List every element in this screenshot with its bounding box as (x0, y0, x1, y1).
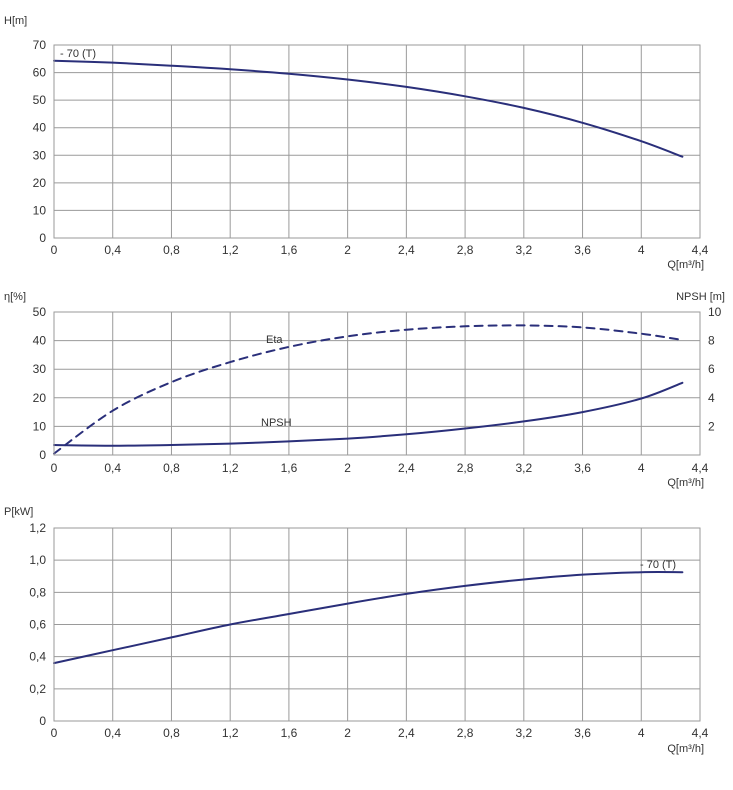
y-tick-label: 70 (33, 38, 47, 52)
y2-axis-label: NPSH [m] (676, 291, 725, 303)
y2-tick-label: 4 (708, 391, 715, 405)
x-tick-label: 0,8 (163, 243, 180, 257)
x-tick-label: 4 (638, 461, 645, 475)
series-label: NPSH (261, 417, 292, 429)
y-axis-label: P[kW] (4, 506, 33, 518)
y-tick-label: 0,6 (29, 618, 46, 632)
chart-panel-3: 0 0,4 0,8 1,2 1,6 2 2,4 2,8 3,2 3,6 4 4,4 0 0,2 0,4 0,6… (4, 506, 709, 755)
x-tick-label: 3,2 (515, 243, 532, 257)
y-tick-label: 10 (33, 203, 47, 217)
y-tick-label: 0 (39, 448, 46, 462)
y2-tick-label: 10 (708, 305, 722, 319)
x-tick-label: 1,6 (281, 726, 298, 740)
x-tick-label: 1,2 (222, 461, 239, 475)
x-tick-label: 4,4 (692, 243, 709, 257)
x-tick-label: 0 (51, 726, 58, 740)
chart-panel-1: 0 0,4 0,8 1,2 1,6 2 2,4 2,8 3,2 3,6 4 4,4 0 10 20 30 40 5… (4, 15, 709, 271)
y-tick-label: 0 (39, 231, 46, 245)
y-axis-label: H[m] (4, 15, 27, 27)
x-tick-label: 2,8 (457, 726, 474, 740)
series-line-eta (53, 324, 684, 455)
y-tick-label: 30 (33, 148, 47, 162)
x-tick-label: 2,8 (457, 243, 474, 257)
x-tick-label: 2 (344, 461, 351, 475)
x-tick-label: 4 (638, 726, 645, 740)
x-tick-label: 3,6 (574, 243, 591, 257)
x-tick-label: 2,4 (398, 461, 415, 475)
x-axis-label: Q[m³/h] (667, 477, 704, 489)
x-axis-label: Q[m³/h] (667, 259, 704, 271)
x-tick-label: 2,4 (398, 243, 415, 257)
x-tick-label: 3,6 (574, 726, 591, 740)
x-tick-label: 2 (344, 243, 351, 257)
y-tick-label: 60 (33, 66, 47, 80)
x-tick-label: 0,8 (163, 461, 180, 475)
y-axis-label: η[%] (4, 291, 26, 303)
y-tick-label: 0,4 (29, 650, 46, 664)
y-tick-label: 0,8 (29, 585, 46, 599)
y-tick-label: 40 (33, 334, 47, 348)
y-tick-label: 1,0 (29, 553, 46, 567)
y-tick-label: 50 (33, 305, 47, 319)
y2-tick-label: 2 (708, 419, 715, 433)
x-tick-label: 0,4 (104, 726, 121, 740)
y-tick-label: 20 (33, 176, 47, 190)
x-tick-label: 1,6 (281, 243, 298, 257)
x-tick-label: 2 (344, 726, 351, 740)
series-label: - 70 (T) (60, 48, 96, 60)
x-tick-label: 0 (51, 243, 58, 257)
series-line-npsh (53, 381, 684, 447)
y-tick-label: 1,2 (29, 521, 46, 535)
x-tick-label: 4,4 (692, 461, 709, 475)
plot-frame (53, 44, 701, 239)
plot-frame (53, 527, 701, 722)
x-tick-label: 4 (638, 243, 645, 257)
chart-panel-2: 0 0,4 0,8 1,2 1,6 2 2,4 2,8 3,2 3,6 4 4,4 0 10 20 30 40 5… (4, 291, 725, 489)
series-line-70-t- (53, 59, 684, 158)
x-axis-label: Q[m³/h] (667, 743, 704, 755)
y2-tick-label: 8 (708, 334, 715, 348)
x-tick-label: 1,6 (281, 461, 298, 475)
x-tick-label: 0,8 (163, 726, 180, 740)
x-tick-label: 3,2 (515, 461, 532, 475)
y-tick-label: 30 (33, 362, 47, 376)
plot-frame (53, 311, 701, 456)
y2-tick-label: 6 (708, 362, 715, 376)
y-tick-label: 40 (33, 121, 47, 135)
x-tick-label: 1,2 (222, 726, 239, 740)
y-tick-label: 0,2 (29, 682, 46, 696)
x-tick-label: 4,4 (692, 726, 709, 740)
y-tick-label: 0 (39, 714, 46, 728)
x-tick-label: 0,4 (104, 243, 121, 257)
x-tick-label: 3,2 (515, 726, 532, 740)
x-tick-label: 0,4 (104, 461, 121, 475)
x-tick-label: 0 (51, 461, 58, 475)
y-tick-label: 20 (33, 391, 47, 405)
x-tick-label: 2,8 (457, 461, 474, 475)
y-tick-label: 50 (33, 93, 47, 107)
series-label: Eta (266, 334, 283, 346)
series-label: - 70 (T) (640, 559, 676, 571)
x-tick-label: 3,6 (574, 461, 591, 475)
series-line-70-t- (53, 571, 684, 665)
x-tick-label: 1,2 (222, 243, 239, 257)
x-tick-label: 2,4 (398, 726, 415, 740)
y-tick-label: 10 (33, 419, 47, 433)
